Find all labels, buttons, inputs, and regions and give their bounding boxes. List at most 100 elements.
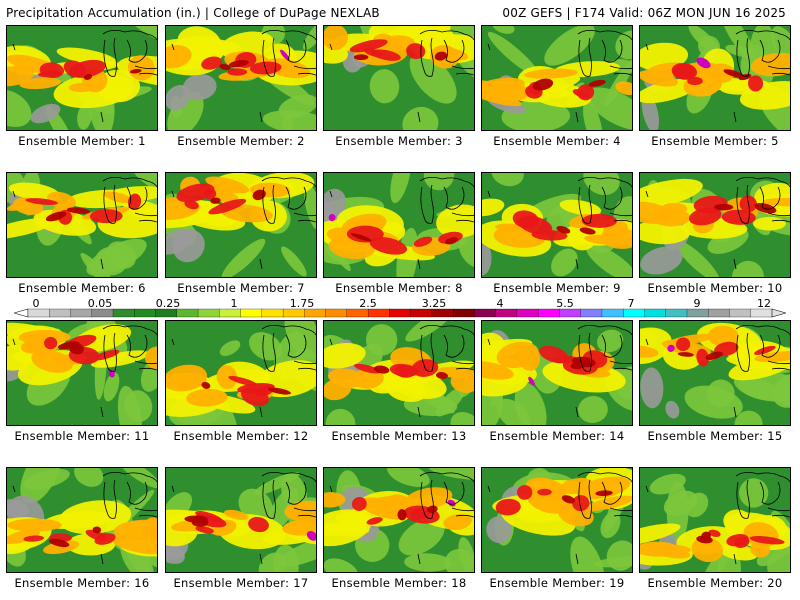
colorbar-swatch	[686, 308, 709, 318]
precip-field	[166, 173, 316, 277]
colorbar-tick-label: 2.5	[359, 297, 377, 310]
colorbar-tick-label: 9	[693, 297, 701, 310]
colorbar-tick-label: 1.75	[289, 297, 315, 310]
ensemble-member-label: Ensemble Member: 13	[331, 429, 467, 443]
great-lakes-outline	[12, 30, 157, 123]
run-info: 00Z GEFS | F174 Valid: 06Z MON JUN 16 20…	[502, 6, 786, 20]
ensemble-member-label: Ensemble Member: 6	[18, 281, 146, 295]
colorbar-swatch	[495, 308, 518, 318]
member-map-panel	[6, 320, 158, 426]
colorbar-swatch	[325, 308, 348, 318]
great-lakes-outline	[487, 30, 632, 123]
ensemble-member-label: Ensemble Member: 16	[14, 576, 150, 590]
ensemble-member-label: Ensemble Member: 12	[173, 429, 309, 443]
colorbar-swatch	[410, 308, 433, 318]
member-map-panel	[639, 320, 791, 426]
colorbar-swatch	[91, 308, 114, 318]
colorbar-swatch	[559, 308, 582, 318]
great-lakes-outline	[12, 472, 157, 565]
great-lakes-outline	[487, 472, 632, 565]
colorbar-tick-label: 3.25	[421, 297, 447, 310]
precip-field	[324, 26, 474, 130]
great-lakes-outline	[171, 30, 316, 123]
precip-field	[640, 321, 790, 425]
member-map-panel	[481, 25, 633, 131]
ensemble-member-label: Ensemble Member: 8	[335, 281, 463, 295]
colorbar-swatch	[261, 308, 284, 318]
great-lakes-outline	[487, 177, 632, 270]
great-lakes-outline	[329, 472, 474, 565]
ensemble-member-label: Ensemble Member: 5	[651, 134, 779, 148]
precip-field	[482, 26, 632, 130]
colorbar-swatch	[729, 308, 752, 318]
precip-field	[166, 468, 316, 572]
great-lakes-outline	[171, 325, 316, 418]
colorbar-swatch	[389, 308, 412, 318]
precip-field	[324, 321, 474, 425]
precip-field	[640, 173, 790, 277]
colorbar-tick-label: 1	[230, 297, 238, 310]
member-map-panel	[6, 467, 158, 573]
ensemble-member-label: Ensemble Member: 20	[647, 576, 783, 590]
colorbar-swatch	[750, 308, 773, 318]
colorbar-swatch	[219, 308, 242, 318]
great-lakes-outline	[487, 325, 632, 418]
colorbar-tick-label: 0.25	[155, 297, 181, 310]
colorbar-swatch	[580, 308, 603, 318]
great-lakes-outline	[171, 472, 316, 565]
great-lakes-outline	[645, 325, 790, 418]
colorbar-swatch	[155, 308, 178, 318]
ensemble-member-label: Ensemble Member: 19	[489, 576, 625, 590]
great-lakes-outline	[12, 177, 157, 270]
ensemble-member-label: Ensemble Member: 7	[177, 281, 305, 295]
colorbar-swatch	[644, 308, 667, 318]
great-lakes-outline	[329, 325, 474, 418]
colorbar-swatch	[601, 308, 624, 318]
colorbar-swatch	[304, 308, 327, 318]
great-lakes-outline	[12, 325, 157, 418]
colorbar-swatch	[623, 308, 645, 318]
precip-field	[166, 26, 316, 130]
ensemble-member-label: Ensemble Member: 15	[647, 429, 783, 443]
member-map-panel	[6, 172, 158, 278]
member-map-panel	[639, 467, 791, 573]
member-map-panel	[639, 25, 791, 131]
map-title: Precipitation Accumulation (in.) | Colle…	[6, 6, 380, 20]
precip-field	[324, 173, 474, 277]
great-lakes-outline	[645, 177, 790, 270]
colorbar-swatch	[538, 308, 560, 318]
member-map-panel	[323, 320, 475, 426]
colorbar-swatch	[49, 308, 71, 318]
colorbar-swatch	[134, 308, 156, 318]
member-map-panel	[481, 467, 633, 573]
precip-field	[7, 173, 157, 277]
colorbar-swatch	[240, 308, 263, 318]
member-map-panel	[6, 25, 158, 131]
colorbar-tick-label: 0	[32, 297, 40, 310]
precip-field	[640, 468, 790, 572]
member-map-panel	[165, 320, 317, 426]
colorbar-tick-label: 12	[757, 297, 771, 310]
member-map-panel	[323, 25, 475, 131]
ensemble-member-label: Ensemble Member: 10	[647, 281, 783, 295]
great-lakes-outline	[645, 472, 790, 565]
ensemble-member-label: Ensemble Member: 9	[493, 281, 621, 295]
great-lakes-outline	[645, 30, 790, 123]
ensemble-member-label: Ensemble Member: 2	[177, 134, 305, 148]
colorbar-swatch	[474, 308, 497, 318]
colorbar-swatch	[70, 308, 93, 318]
member-map-panel	[165, 172, 317, 278]
colorbar-tick-label: 5.5	[556, 297, 574, 310]
ensemble-member-label: Ensemble Member: 14	[489, 429, 625, 443]
precip-field	[166, 321, 316, 425]
precip-field	[7, 321, 157, 425]
colorbar-right-arrow	[771, 308, 786, 318]
colorbar-tick-label: 0.05	[87, 297, 113, 310]
member-map-panel	[323, 467, 475, 573]
precip-field	[640, 26, 790, 130]
colorbar-left-arrow	[14, 308, 29, 318]
member-map-panel	[481, 320, 633, 426]
ensemble-member-label: Ensemble Member: 3	[335, 134, 463, 148]
ensemble-member-label: Ensemble Member: 18	[331, 576, 467, 590]
colorbar-swatch	[176, 308, 199, 318]
